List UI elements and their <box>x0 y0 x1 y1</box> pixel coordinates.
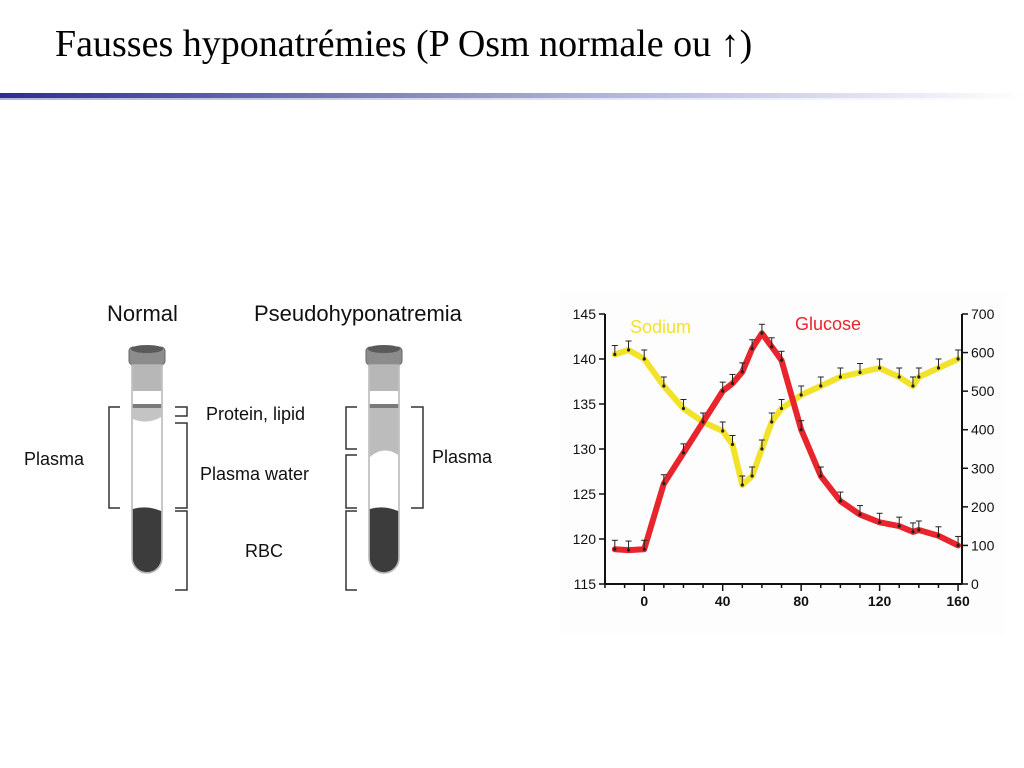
sodium-point <box>730 442 735 447</box>
sodium-point <box>750 474 754 478</box>
glucose-point <box>740 370 744 374</box>
right-axis-tick-label: 600 <box>971 345 995 361</box>
rbc-bracket <box>175 510 188 591</box>
plasma-left-bracket <box>108 406 120 509</box>
right-axis-tick-label: 300 <box>971 460 995 476</box>
glucose-point <box>681 451 686 455</box>
glucose-point <box>770 345 774 349</box>
legend-sodium: Sodium <box>630 317 691 337</box>
sodium-point <box>740 483 744 487</box>
sodium-point <box>770 420 774 424</box>
sodium-point <box>779 406 784 411</box>
sodium-point <box>878 366 882 370</box>
slide-title: Fausses hyponatrémies (P Osm normale ou … <box>55 23 753 65</box>
glucose-point <box>819 474 823 478</box>
plasma-left-label: Plasma <box>24 449 85 469</box>
left-axis-tick-label: 140 <box>573 351 597 367</box>
pseudohyponatremia-heading: Pseudohyponatremia <box>254 301 463 326</box>
pseudohyponatremia-tube <box>365 345 403 574</box>
sodium-point <box>897 375 901 379</box>
right-axis-tick-label: 400 <box>971 422 995 438</box>
left-axis-tick-label: 145 <box>573 306 597 322</box>
glucose-point <box>613 547 617 551</box>
glucose-point <box>878 520 882 524</box>
glucose-point <box>936 534 941 538</box>
legend-glucose: Glucose <box>795 314 861 334</box>
title-divider <box>0 93 1024 100</box>
glucose-point <box>626 548 631 552</box>
sodium-point <box>760 447 764 451</box>
protein-lipid-label: Protein, lipid <box>206 404 305 424</box>
glucose-point <box>750 347 754 351</box>
right-axis-tick-label: 0 <box>971 576 979 592</box>
glucose-point <box>721 389 725 393</box>
sodium-point <box>613 352 617 357</box>
left-axis-tick-label: 120 <box>573 531 597 547</box>
glucose-point <box>897 524 901 528</box>
left-axis-tick-label: 115 <box>574 576 597 592</box>
x-axis-tick-label: 40 <box>715 593 731 609</box>
sodium-point <box>626 348 631 352</box>
protein-lipid-right-bracket <box>345 406 357 450</box>
x-axis-tick-label: 0 <box>640 593 648 609</box>
left-axis-tick-label: 135 <box>573 396 597 412</box>
sodium-point <box>911 384 915 388</box>
glucose-point <box>917 528 921 532</box>
protein-lipid-bracket <box>175 406 188 417</box>
x-axis-tick-label: 160 <box>946 593 970 609</box>
sodium-point <box>858 370 862 375</box>
sodium-point <box>642 357 646 361</box>
plasma-water-right-bracket <box>345 454 357 509</box>
normal-tube <box>128 345 166 574</box>
left-axis-tick-label: 125 <box>573 486 597 502</box>
glucose-point <box>730 381 735 386</box>
x-axis-tick-label: 80 <box>793 593 809 609</box>
sodium-point <box>681 406 686 411</box>
glucose-point <box>642 547 646 551</box>
plasma-water-label: Plasma water <box>200 464 309 484</box>
sodium-point <box>799 393 803 397</box>
plasma-right-label: Plasma <box>432 447 493 467</box>
sodium-point <box>662 384 666 388</box>
glucose-point <box>779 358 784 362</box>
sodium-point <box>721 429 725 433</box>
sodium-point <box>936 366 941 370</box>
rbc-right-bracket <box>345 510 357 591</box>
glucose-point <box>838 499 842 503</box>
left-axis-tick-label: 130 <box>573 441 597 457</box>
axes: 1151201251301351401450100200300400500600… <box>573 306 995 609</box>
sodium-point <box>956 357 960 361</box>
glucose-point <box>662 482 666 486</box>
glucose-point <box>799 428 803 432</box>
sodium-glucose-chart: 1151201251301351401450100200300400500600… <box>560 292 1005 634</box>
tube-diagram: Normal Pseudohyponatremia Protein, lipid… <box>24 301 493 591</box>
glucose-point <box>858 512 862 517</box>
plasma-right-bracket <box>411 406 424 509</box>
sodium-point <box>838 375 842 379</box>
rbc-label: RBC <box>245 541 283 561</box>
glucose-point <box>701 420 705 424</box>
plasma-water-bracket <box>175 422 188 509</box>
normal-heading: Normal <box>107 301 178 326</box>
right-axis-tick-label: 100 <box>971 537 995 553</box>
glucose-point <box>911 530 915 534</box>
sodium-point <box>917 375 921 379</box>
x-axis-tick-label: 120 <box>868 593 892 609</box>
right-axis-tick-label: 700 <box>971 306 995 322</box>
glucose-point <box>956 543 960 548</box>
sodium-point <box>819 384 823 388</box>
glucose-point <box>760 331 764 335</box>
right-axis-tick-label: 200 <box>971 499 995 515</box>
right-axis-tick-label: 500 <box>971 383 995 399</box>
series-lines <box>611 323 962 554</box>
